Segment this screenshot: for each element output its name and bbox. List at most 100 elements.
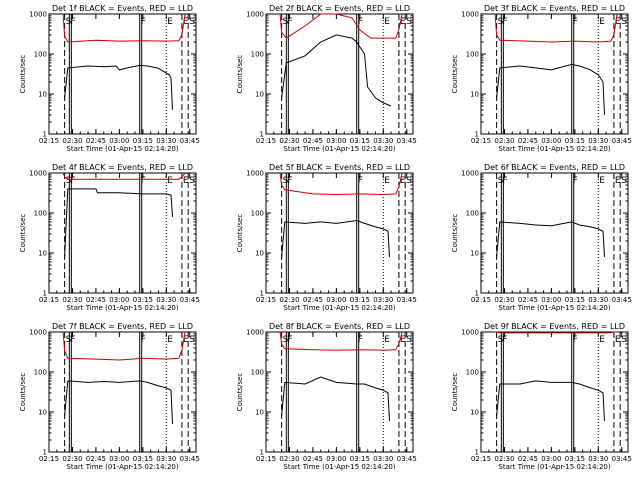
plot-frame [48,13,197,135]
marker-label-F: F [70,176,75,186]
plot-frame [265,172,414,294]
y-tick-label: 100 [34,51,47,59]
x-tick-label: 03:30 [156,137,176,145]
y-axis-label: Counts/sec [19,214,27,253]
x-tick-label: 03:00 [326,455,346,463]
plot-frame [480,172,629,294]
x-tick-label: 02:15 [471,137,491,145]
series-lld [62,13,186,43]
x-tick-label: 03:30 [588,296,608,304]
marker-label-E: E [167,335,173,345]
y-tick-label: 1 [260,290,264,298]
y-axis-label: Counts/sec [236,55,244,94]
marker-label-F: F [573,335,578,345]
x-tick-label: 03:30 [156,455,176,463]
marker-label-F: F [502,176,507,186]
marker-label-E: E [167,17,173,27]
marker-label-S: S [66,335,72,345]
chart-panel-7: Det 7f BLACK = Events, RED = LLD 1 10 100 10… [19,322,200,471]
plot-frame [48,172,197,294]
series-events [496,63,605,115]
x-tick-label: 03:00 [541,296,561,304]
series-events [64,64,173,110]
y-tick-label: 10 [255,250,264,258]
marker-label-S: S [189,335,195,345]
y-tick-label: 1 [475,131,479,139]
x-tick-label: 03:45 [180,296,200,304]
x-axis-label: Start Time (01-Apr-15 02:14:20) [498,145,610,153]
chart-title: Det 7f BLACK = Events, RED = LLD [52,322,193,331]
x-axis-label: Start Time (01-Apr-15 02:14:20) [283,145,395,153]
marker-label-F: F [573,17,578,27]
x-tick-label: 03:00 [541,455,561,463]
x-tick-label: 02:30 [62,455,82,463]
x-tick-label: 03:15 [350,455,370,463]
x-tick-label: 03:00 [326,296,346,304]
x-axis-label: Start Time (01-Apr-15 02:14:20) [283,304,395,312]
marker-label-F: F [70,17,75,27]
y-tick-label: 1000 [461,329,479,337]
x-axis-label: Start Time (01-Apr-15 02:14:20) [66,463,178,471]
chart-title: Det 9f BLACK = Events, RED = LLD [484,322,625,331]
x-tick-label: 03:45 [397,137,417,145]
x-tick-label: 03:15 [565,137,585,145]
x-tick-label: 03:00 [326,137,346,145]
chart-title: Det 2f BLACK = Events, RED = LLD [269,4,410,13]
marker-label-S: S [283,17,289,27]
marker-label-F: F [358,17,363,27]
plot-frame [48,331,197,453]
y-tick-label: 100 [251,210,264,218]
x-tick-label: 02:15 [471,455,491,463]
y-tick-label: 100 [466,210,479,218]
y-tick-label: 10 [38,91,47,99]
x-tick-label: 02:30 [279,137,299,145]
series-events [496,221,605,257]
series-lld [279,172,403,196]
x-tick-label: 03:45 [397,455,417,463]
marker-label-E: E [384,176,390,186]
x-tick-label: 02:30 [62,296,82,304]
series-events [281,219,390,257]
y-tick-label: 1000 [29,11,47,19]
plot-frame [480,331,629,453]
marker-label-S: S [621,335,627,345]
x-axis-label: Start Time (01-Apr-15 02:14:20) [66,304,178,312]
series-events [281,34,392,107]
x-tick-label: 02:30 [494,455,514,463]
chart-panel-8: Det 8f BLACK = Events, RED = LLD 1 10 100 10… [236,322,417,471]
marker-label-E: E [400,17,406,27]
marker-label-S: S [406,335,412,345]
marker-label-S: S [406,17,412,27]
marker-label-F: F [502,335,507,345]
series-lld [495,331,618,334]
plot-frame [265,13,414,135]
y-tick-label: 10 [38,250,47,258]
chart-title: Det 1f BLACK = Events, RED = LLD [52,4,193,13]
y-tick-label: 1000 [461,11,479,19]
series-lld [62,331,186,361]
marker-label-F: F [70,335,75,345]
series-events [281,376,390,421]
x-tick-label: 03:45 [180,137,200,145]
marker-label-E: E [599,17,605,27]
plot-frame [480,13,629,135]
y-tick-label: 1000 [246,329,264,337]
marker-label-E: E [400,176,406,186]
x-tick-label: 03:00 [541,137,561,145]
y-tick-label: 1 [260,131,264,139]
x-tick-label: 02:15 [39,137,59,145]
y-tick-label: 1 [475,449,479,457]
series-events [496,380,605,421]
y-tick-label: 10 [470,91,479,99]
chart-panel-5: Det 5f BLACK = Events, RED = LLD 1 10 100 10… [236,163,417,312]
x-tick-label: 03:45 [612,137,632,145]
y-tick-label: 10 [255,91,264,99]
marker-label-S: S [189,17,195,27]
x-tick-label: 02:15 [256,137,276,145]
marker-label-E: E [400,335,406,345]
marker-label-F: F [573,176,578,186]
series-lld [494,13,618,43]
x-tick-label: 03:30 [588,137,608,145]
marker-label-E: E [183,335,189,345]
